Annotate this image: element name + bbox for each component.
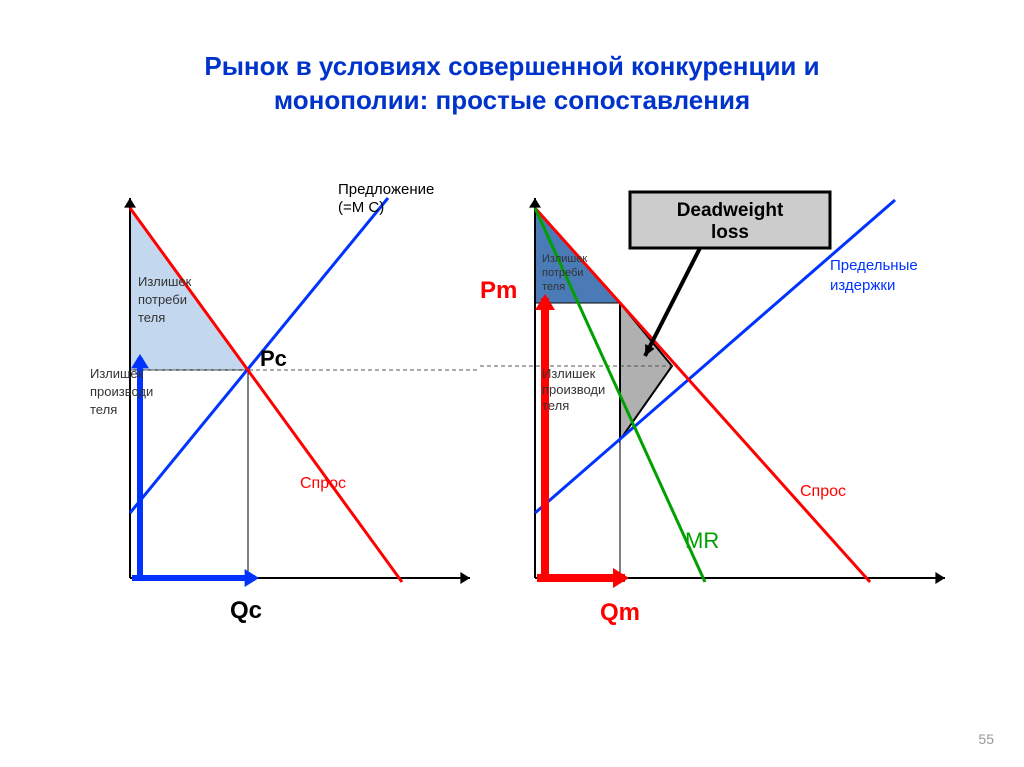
title-line2: монополии: простые сопоставления (274, 85, 750, 115)
svg-text:Предельные: Предельные (830, 257, 918, 274)
svg-text:Deadweight: Deadweight (677, 200, 784, 221)
svg-text:теля: теля (542, 281, 565, 293)
svg-text:потреби: потреби (138, 292, 187, 307)
svg-text:теля: теля (542, 398, 569, 413)
svg-text:Излишек: Излишек (138, 274, 192, 289)
svg-text:издержки: издержки (830, 277, 895, 294)
svg-text:Qc: Qc (230, 597, 262, 624)
svg-text:Qm: Qm (600, 599, 640, 626)
chart-area: Pc Qc Спрос Предложение(=M C) Излишек потреби… (60, 178, 960, 678)
svg-text:Pc: Pc (260, 346, 287, 371)
svg-text:теля: теля (138, 310, 165, 325)
svg-text:потреби: потреби (542, 267, 583, 279)
svg-text:Предложение: Предложение (338, 181, 434, 198)
svg-text:Pm: Pm (480, 277, 517, 304)
svg-text:loss: loss (711, 222, 749, 243)
svg-text:Спрос: Спрос (800, 483, 846, 500)
svg-text:(=M C): (=M C) (338, 199, 384, 216)
svg-text:производи: производи (542, 382, 605, 397)
svg-text:производи: производи (90, 384, 153, 399)
chart-title: Рынок в условиях совершенной конкуренции… (0, 50, 1024, 118)
svg-text:MR: MR (685, 528, 719, 553)
charts-svg: Pc Qc Спрос Предложение(=M C) Излишек потреби… (60, 178, 960, 678)
title-line1: Рынок в условиях совершенной конкуренции… (204, 51, 819, 81)
svg-text:Излишек: Излишек (542, 253, 587, 265)
svg-text:Излишек: Излишек (542, 366, 596, 381)
svg-text:Излишек: Излишек (90, 366, 144, 381)
page-number: 55 (978, 731, 994, 747)
svg-text:теля: теля (90, 402, 117, 417)
svg-text:Спрос: Спрос (300, 475, 346, 492)
